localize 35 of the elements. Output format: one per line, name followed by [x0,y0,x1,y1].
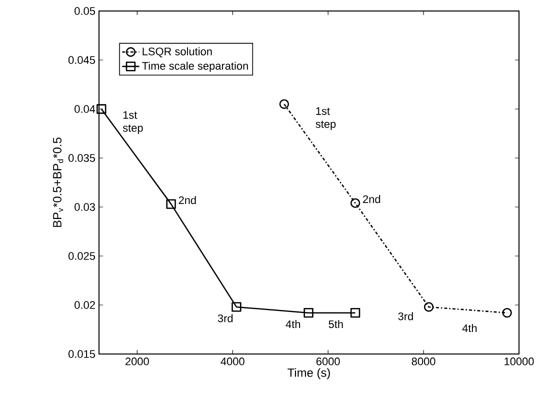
x-tick-label: 8000 [412,358,436,366]
point [279,99,290,109]
y-tick-label: 0.035 [68,154,96,162]
y-tick-label: 0.03 [74,203,95,211]
x-axis-title: Time (s) [288,368,330,380]
annotation: 2nd [363,195,380,204]
annotation: 1st step [122,111,143,134]
y-tick-label: 0.05 [74,7,96,15]
x-tick-label: 2000 [126,358,149,366]
y-tick-label: 0.025 [68,252,96,260]
annotation: 4th [462,324,477,332]
point [96,104,106,114]
y-axis-title: BP$_{v}$*0.5+BP$_{d}$*0.5 [53,138,64,227]
point [502,308,512,318]
annotation: 5th [328,320,343,328]
point [232,302,242,312]
point [424,302,434,312]
point [304,308,314,318]
x-tick-label: 6000 [316,358,340,366]
annotation: 2nd [178,196,196,204]
legend-label: LSQR solution [142,47,212,58]
annotation: 3rd [218,314,233,322]
y-tick-label: 0.04 [74,105,96,113]
x-tick-label: 10000 [504,358,534,366]
point [166,199,176,209]
annotation: 1st step [316,107,336,130]
annotation: 4th [286,320,300,328]
y-tick-label: 0.045 [68,56,96,64]
y-tick-label: 0.015 [68,350,96,358]
point [350,308,360,318]
annotation: 3rd [398,312,413,320]
legend-label: Time scale separation [142,62,248,72]
x-tick-label: 4000 [220,358,244,366]
y-tick-label: 0.02 [74,301,95,309]
point [350,198,360,208]
